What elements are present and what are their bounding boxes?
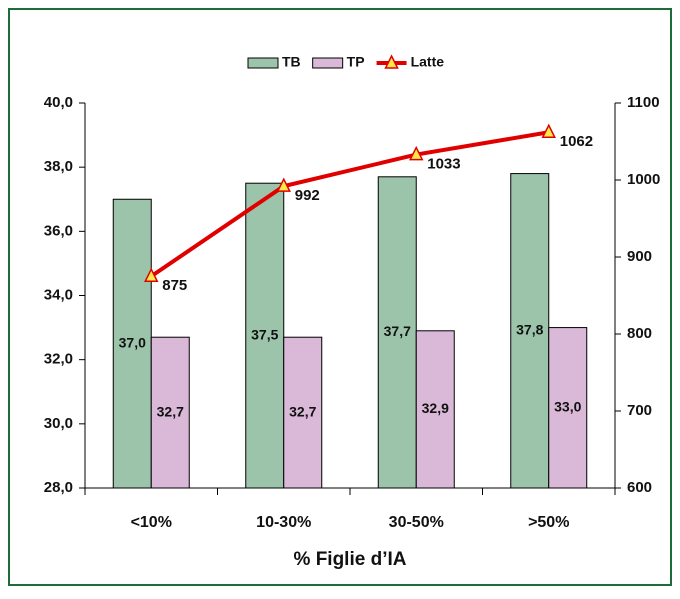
y-tick-label: 38,0 [44,158,73,175]
y2-tick-label: 900 [627,248,652,265]
legend-label: TP [347,54,365,70]
legend-label: TB [282,54,301,70]
bar-value-label: 37,8 [516,321,543,337]
line-marker [541,123,556,139]
legend-label: Latte [411,54,445,70]
bar [377,176,417,489]
x-tick-label: <10% [131,514,172,531]
line-marker [409,145,424,161]
x-tick-label: 30-50% [389,514,444,531]
bar [245,182,285,489]
line-value-label: 1033 [427,156,460,173]
bar [283,336,323,489]
bar-value-label: 37,5 [251,326,278,342]
bar-value-label: 32,7 [157,403,184,419]
line-marker [144,267,159,282]
line-marker [276,177,291,192]
y-tick-label: 28,0 [44,479,73,496]
legend-marker [384,54,399,69]
bar-value-label: 32,9 [422,400,449,416]
y-tick-label: 32,0 [44,351,73,368]
legend-swatch [312,57,344,69]
y-tick-label: 30,0 [44,415,73,432]
bar-value-label: 37,0 [119,334,146,350]
line [150,130,550,278]
bar-value-label: 32,7 [289,403,316,419]
bar [150,336,190,489]
y2-tick-label: 1100 [627,94,660,111]
y2-tick-label: 600 [627,479,652,496]
line-value-label: 1062 [560,133,593,150]
y2-tick-label: 800 [627,325,652,342]
bar-value-label: 37,7 [384,323,411,339]
y-tick-label: 40,0 [44,94,73,111]
y-tick-label: 36,0 [44,222,73,239]
bar [510,173,550,489]
legend-swatch [247,57,279,69]
y-tick-label: 34,0 [44,286,73,303]
bar [415,330,455,489]
frame [8,8,672,586]
y2-tick-label: 700 [627,402,652,419]
line-value-label: 875 [162,277,187,294]
y2-tick-label: 1000 [627,171,660,188]
line-value-label: 992 [295,187,320,204]
x-tick-label: 10-30% [256,514,311,531]
bar [548,327,588,489]
bar-value-label: 33,0 [554,398,581,414]
x-axis-title: % Figlie d’IA [294,549,407,570]
x-tick-label: >50% [528,514,569,531]
